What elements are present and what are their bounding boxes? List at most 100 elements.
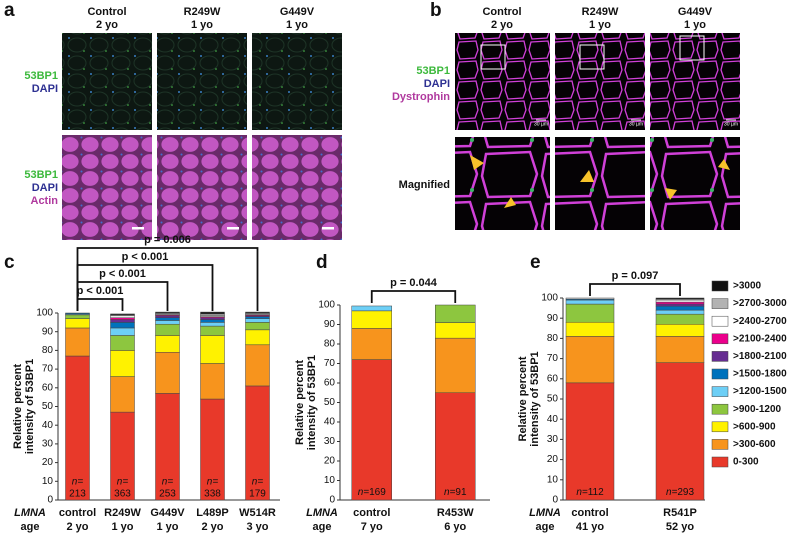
bar-segment	[155, 315, 180, 318]
p-value: p < 0.001	[99, 268, 146, 280]
legend-label: >2100-2400	[733, 333, 787, 344]
x-tick-label: R453W	[437, 507, 474, 519]
legend-label: >300-600	[733, 439, 776, 450]
y-tick-label: 80	[324, 339, 336, 350]
y-tick-label: 100	[541, 293, 558, 304]
n-label: n=91	[444, 487, 467, 498]
y-tick-label: 80	[42, 345, 54, 356]
bar-segment	[110, 376, 135, 413]
y-tick-label: 60	[42, 382, 54, 393]
legend-swatch	[711, 456, 729, 468]
p-value: p = 0.006	[144, 234, 191, 246]
significance-bracket	[76, 298, 124, 311]
y-axis-label: Relative percent	[517, 356, 529, 441]
row-label: Magnified	[399, 179, 450, 191]
bar-segment	[110, 322, 135, 329]
age-label: 41 yo	[576, 521, 604, 533]
bar-segment	[245, 318, 270, 323]
y-axis-label: intensity of 53BP1	[306, 355, 318, 450]
bar-segment	[200, 313, 225, 317]
p-value: p = 0.097	[612, 270, 659, 282]
age-label: 2 yo	[66, 521, 88, 533]
age-label: 2 yo	[201, 521, 223, 533]
panel-letter: b	[430, 0, 442, 21]
panel-b-images	[455, 33, 740, 230]
row-label: Actin	[31, 195, 59, 207]
row-label: age	[313, 521, 332, 533]
bar-segment	[110, 315, 135, 318]
legend-label: >3000	[733, 281, 762, 292]
bar-segment	[245, 344, 270, 387]
y-axis-label: intensity of 53BP1	[24, 359, 36, 454]
y-tick-label: 50	[547, 394, 559, 405]
row-label: 53BP1	[24, 70, 58, 82]
row-label: DAPI	[32, 182, 58, 194]
column-header: 1 yo	[286, 19, 308, 31]
n-prefix: n=	[162, 477, 174, 488]
n-value: 338	[204, 489, 221, 500]
y-tick-label: 90	[547, 313, 559, 324]
bar-segment	[655, 362, 705, 501]
legend-swatch	[711, 368, 729, 380]
bar-segment	[200, 322, 225, 327]
x-tick-label: control	[571, 507, 608, 519]
legend-swatch	[711, 298, 729, 309]
row-label: DAPI	[32, 83, 58, 95]
y-tick-label: 40	[547, 414, 559, 425]
bar-segment	[155, 311, 180, 314]
bar-segment	[655, 309, 705, 315]
n-prefix: n=	[666, 487, 678, 498]
y-tick-label: 40	[42, 420, 54, 431]
bar-segment	[435, 392, 476, 501]
x-tick-label: control	[59, 507, 96, 519]
bar-segment	[110, 317, 135, 320]
bar-segment	[200, 319, 225, 323]
n-label: n=169	[358, 487, 387, 498]
n-prefix: n=	[444, 487, 456, 498]
panel-letter: a	[4, 0, 15, 21]
column-header: Control	[87, 6, 126, 18]
legend-swatch	[711, 386, 729, 397]
n-value: 363	[114, 489, 131, 500]
n-value: 91	[455, 487, 467, 498]
legend-label: >1500-1800	[733, 369, 787, 380]
y-tick-label: 50	[324, 397, 336, 408]
row-label: LMNA	[306, 507, 338, 519]
panel-a-images	[62, 33, 342, 240]
row-label: DAPI	[424, 78, 450, 90]
y-tick-label: 20	[42, 457, 54, 468]
age-label: 1 yo	[156, 521, 178, 533]
y-tick-label: 90	[324, 319, 336, 330]
bar-segment	[565, 321, 615, 337]
bar-segment	[565, 303, 615, 323]
legend-label: >600-900	[733, 421, 776, 432]
column-header: 2 yo	[96, 19, 118, 31]
row-label: 53BP1	[24, 169, 58, 181]
legend-label: >2700-3000	[733, 298, 787, 309]
n-prefix: n=	[358, 487, 370, 498]
bar-segment	[435, 304, 476, 323]
column-header: R249W	[582, 6, 619, 18]
legend-swatch	[711, 403, 729, 415]
p-value: p = 0.044	[390, 277, 438, 289]
scale-label: 30 µm	[534, 121, 548, 127]
x-tick-label: L489P	[196, 507, 228, 519]
legend-swatch	[711, 333, 729, 345]
significance-bracket	[589, 283, 681, 296]
y-tick-label: 30	[42, 439, 54, 450]
y-tick-label: 0	[329, 495, 335, 506]
bar-segment	[155, 352, 180, 394]
bar-segment	[110, 319, 135, 323]
y-tick-label: 100	[36, 308, 53, 319]
x-tick-label: R541P	[663, 507, 697, 519]
bar-segment	[200, 311, 225, 315]
bar-segment	[245, 311, 270, 314]
bar-segment	[200, 335, 225, 364]
bar-segment	[245, 385, 270, 501]
bar-segment	[200, 325, 225, 336]
n-label: n=112	[576, 487, 604, 498]
row-label: LMNA	[529, 507, 561, 519]
x-tick-label: control	[353, 507, 390, 519]
column-header: 1 yo	[684, 19, 706, 31]
bar-segment	[110, 350, 135, 377]
